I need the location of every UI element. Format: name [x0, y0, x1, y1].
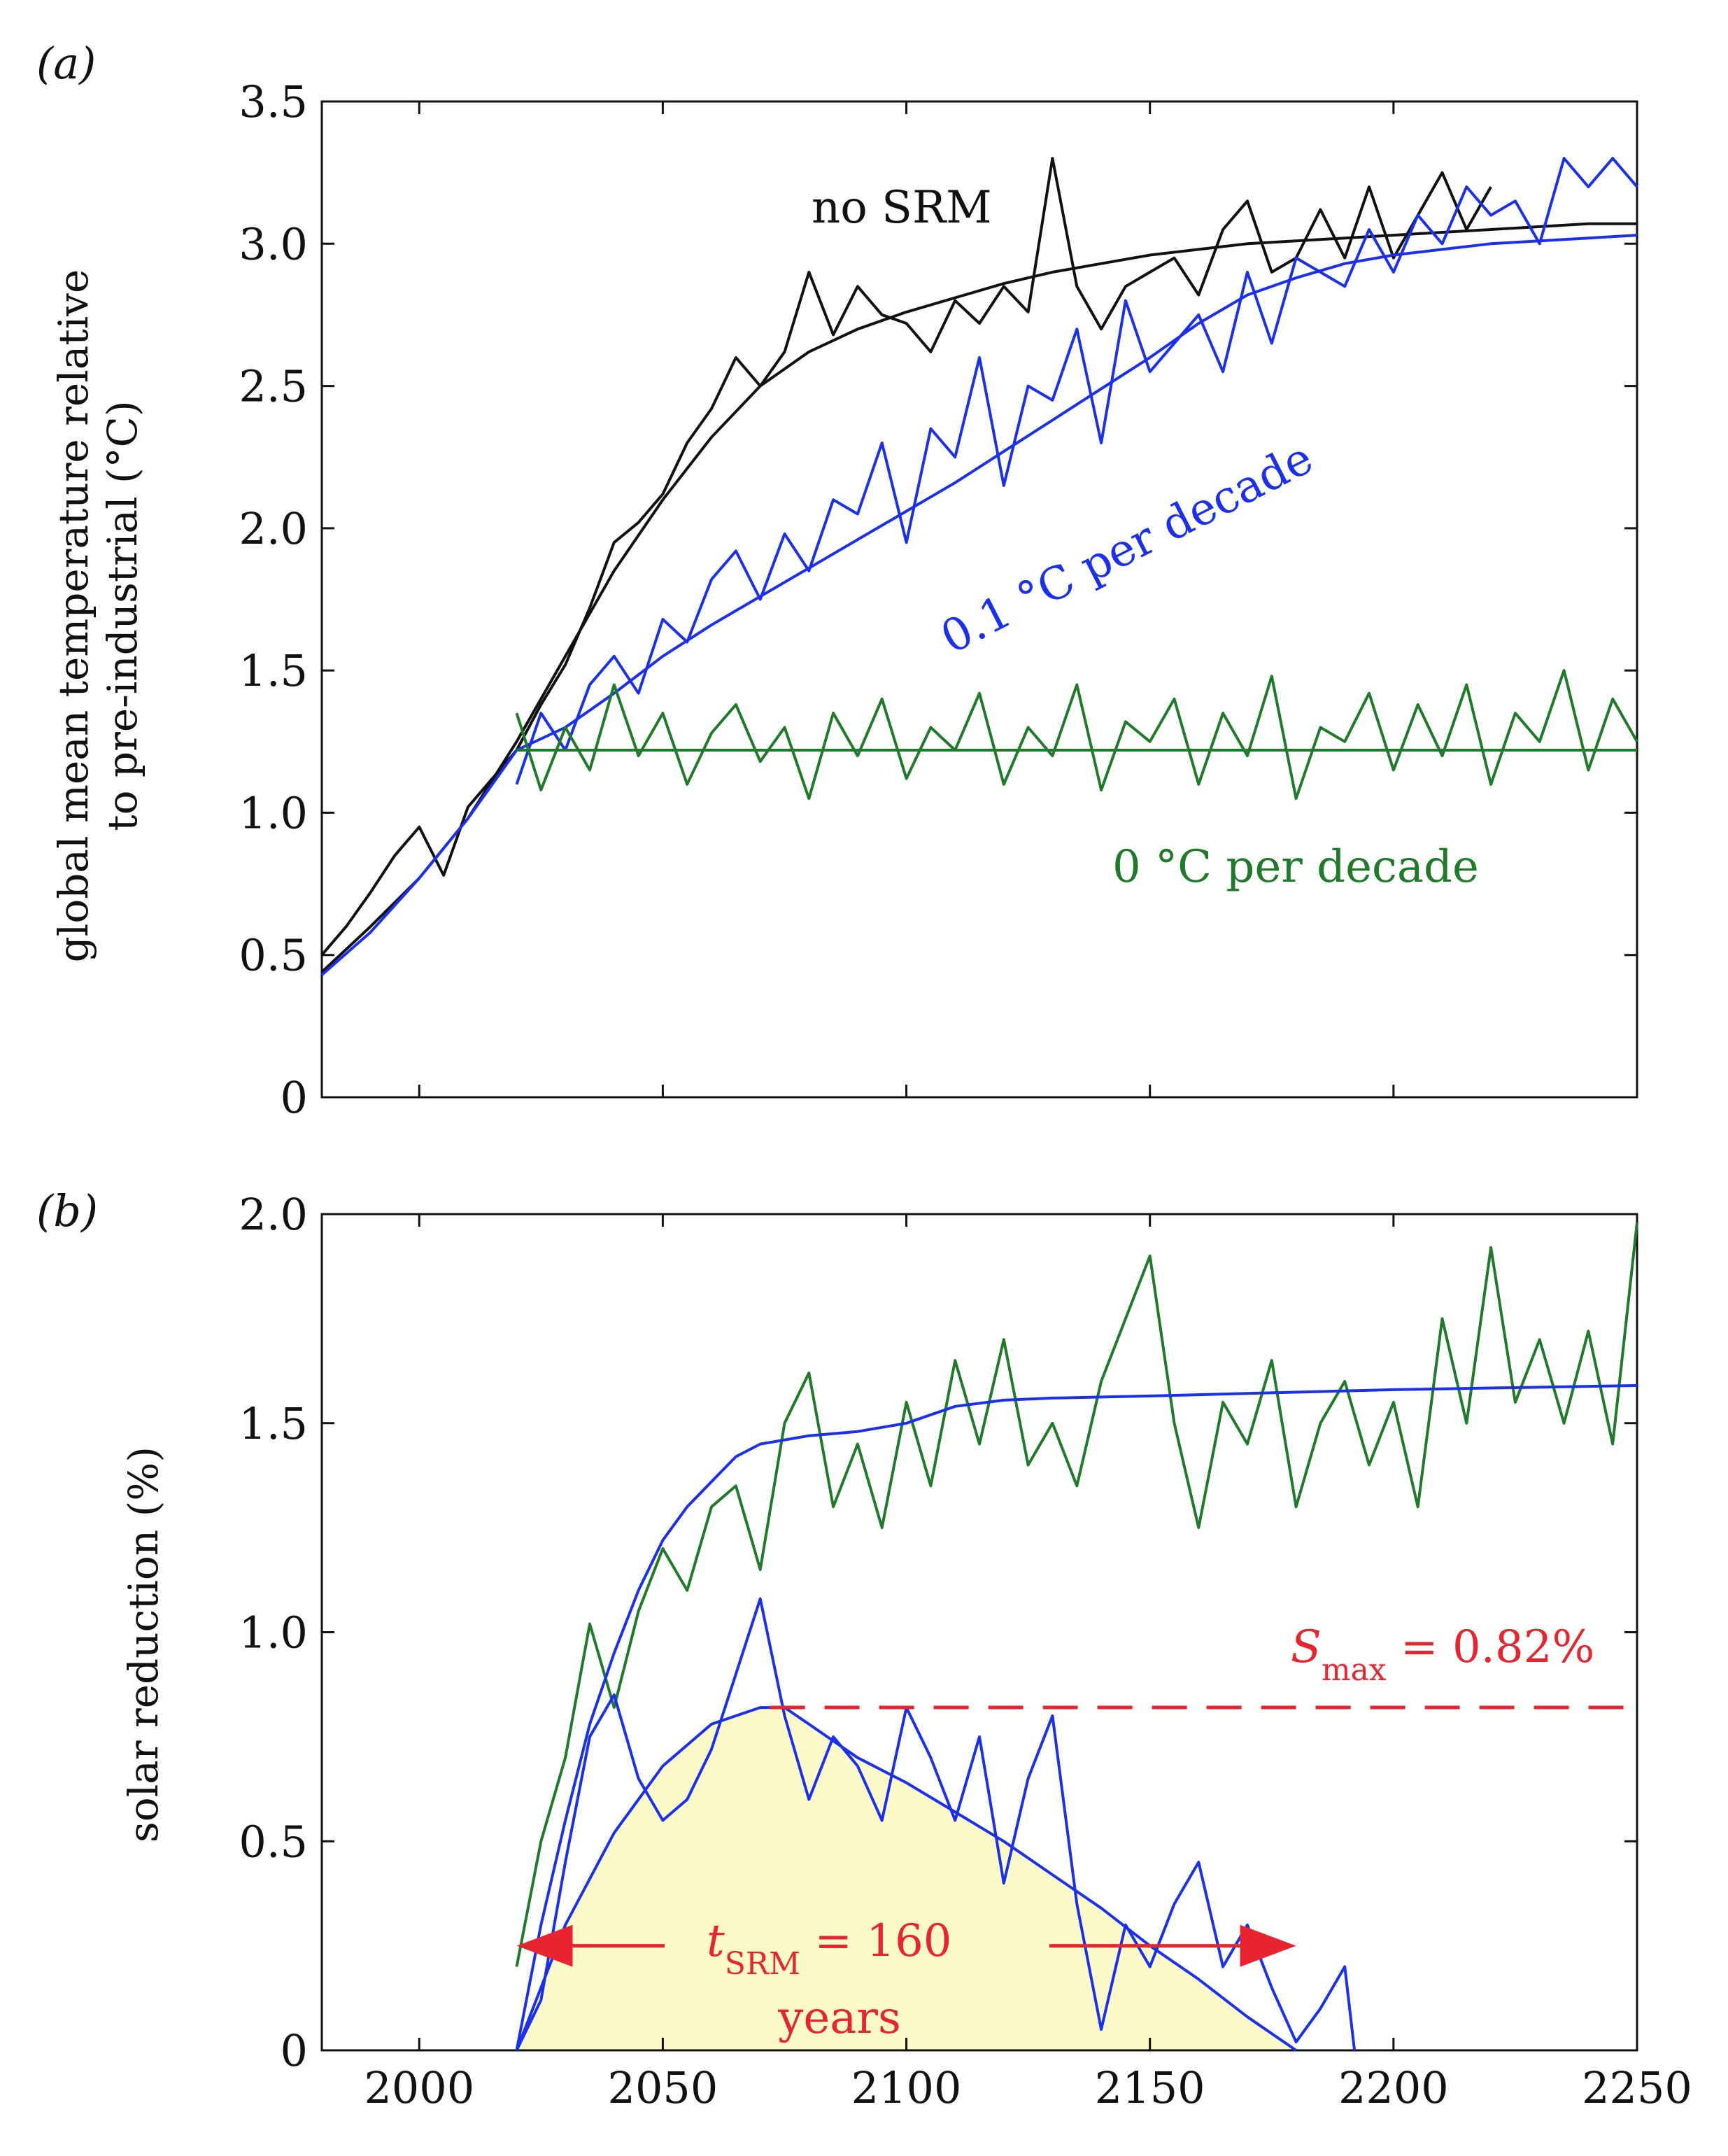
panel-a-frame — [320, 100, 1638, 1099]
panel-a-series-2 — [515, 157, 1638, 785]
panel-a-label: (a) — [36, 38, 96, 89]
panel-b-series-2 — [515, 1597, 1357, 2051]
panel-a-ytick-label-5: 2.5 — [239, 361, 308, 412]
panel-a-series-0 — [320, 157, 1492, 957]
annotation-tsrm-years: years — [777, 1992, 901, 2044]
panel-a-ytick-label-6: 3.0 — [239, 218, 308, 269]
panel-b-label: (b) — [36, 1185, 98, 1236]
panel-b-srm-shaded-region — [516, 1707, 1296, 2050]
panel-b-xtick-label-2100: 2100 — [851, 2062, 962, 2113]
panel-b-xtick-label-2250: 2250 — [1582, 2062, 1692, 2113]
panel-b-ytick-label-0: 0 — [281, 2025, 308, 2076]
annotation-no-srm: no SRM — [812, 182, 992, 234]
tsrm-subscript: SRM — [725, 1946, 800, 1982]
tsrm-symbol: t — [707, 1915, 725, 1967]
panel-a-series-1 — [320, 222, 1637, 973]
panel-a-ytick-label-1: 0.5 — [239, 930, 308, 981]
panel-b-ytick-label-2: 1.0 — [239, 1607, 308, 1658]
smax-symbol: S — [1291, 1621, 1322, 1673]
panel-b-xtick-label-2000: 2000 — [364, 2062, 474, 2113]
panel-b-xtick-label-2150: 2150 — [1095, 2062, 1205, 2113]
smax-value: = 0.82% — [1387, 1621, 1595, 1673]
panel-b-ytick-label-3: 1.5 — [239, 1398, 308, 1449]
panel-a-chart: 0 0.5 1.0 1.5 2.0 2.5 3.0 3.5 — [239, 76, 1638, 1123]
panel-a-ylabel-line2: to pre-industrial (°C) — [99, 400, 146, 831]
panel-b-xtick-label-2050: 2050 — [608, 2062, 718, 2113]
tsrm-value: = 160 — [800, 1915, 951, 1967]
panel-a-series-3 — [320, 234, 1638, 976]
panel-a-ylabel-line1: global mean temperature relative — [50, 269, 97, 963]
panel-a-series-4 — [515, 669, 1638, 801]
panel-b-series-1 — [515, 1384, 1638, 2051]
panel-a-ytick-label-4: 2.0 — [239, 503, 308, 554]
panel-b-ytick-label-4: 2.0 — [239, 1189, 308, 1240]
panel-b-arrow-left-head — [516, 1924, 573, 1967]
panel-a-ytick-label-3: 1.5 — [239, 645, 308, 696]
panel-b-ytick-label-1: 0.5 — [239, 1816, 308, 1867]
panel-b-arrow-right-head — [1240, 1924, 1296, 1967]
annotation-0-per-decade: 0 °C per decade — [1112, 841, 1479, 893]
panel-b-xtick-label-2200: 2200 — [1338, 2062, 1449, 2113]
panel-a-ytick-label-0: 0 — [281, 1072, 308, 1123]
panel-a-ytick-label-2: 1.0 — [239, 787, 308, 838]
annotation-smax: Smax = 0.82% — [1291, 1621, 1594, 1688]
annotation-0.1-per-decade: 0.1 °C per decade — [933, 432, 1322, 664]
panel-b-series-0 — [515, 1222, 1638, 1967]
panel-b-chart: 0 0.5 1.0 1.5 2.0 2000 2050 2100 2150 2200 2250 — [239, 1189, 1692, 2113]
annotation-tsrm: tSRM = 160 — [707, 1915, 952, 1982]
smax-subscript: max — [1322, 1652, 1387, 1688]
panel-a-ytick-label-7: 3.5 — [239, 76, 308, 127]
panel-b-ylabel: solar reduction (%) — [120, 1446, 167, 1843]
